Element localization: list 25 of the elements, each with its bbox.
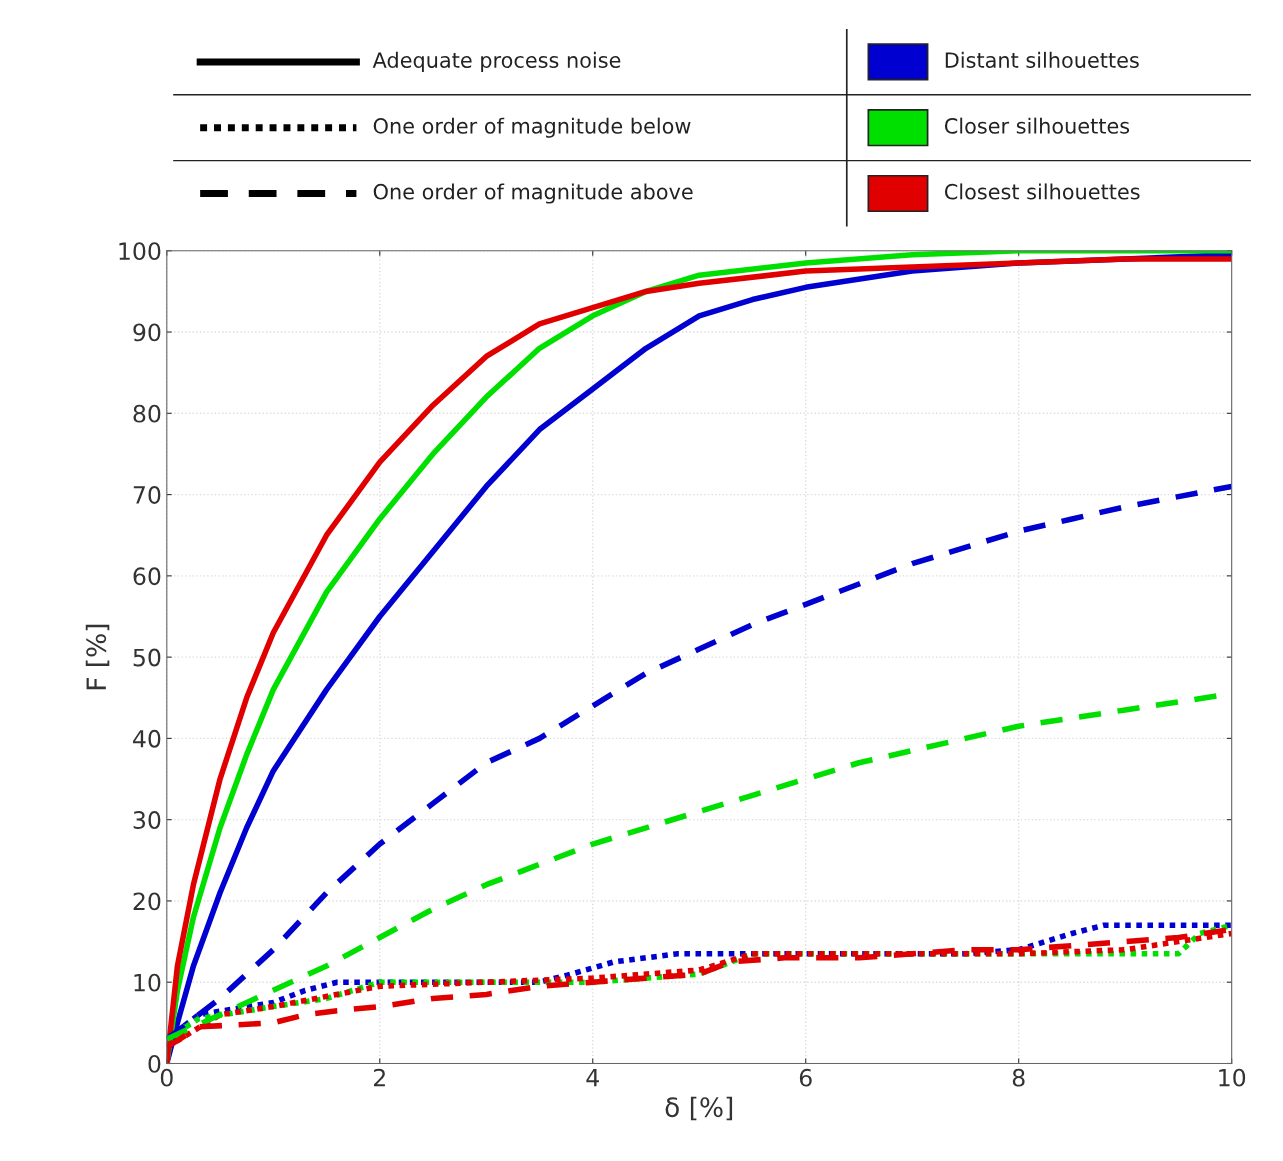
text: Adequate process noise [372,51,621,72]
y-tick-label: 90 [133,323,161,342]
y-tick-label: 50 [133,648,161,667]
y-tick-label: 70 [133,486,161,504]
text: Closer silhouettes [944,117,1130,134]
text: Distant silhouettes [945,51,1139,68]
x-tick-label: 10 [1219,1068,1246,1087]
text: One order of magnitude above [373,183,693,204]
x-tick-label: 8 [1012,1068,1025,1087]
y-tick-label: 30 [133,811,161,829]
x-axis-title: δ [%] [665,1096,733,1121]
y-tick-label: 0 [148,1054,161,1073]
y-tick-label: 40 [133,729,161,748]
x-tick-label: 0 [160,1068,173,1087]
y-tick-label: 10 [134,973,161,992]
y-tick-label: 80 [133,404,161,423]
y-tick-label: 100 [119,242,161,261]
text: Closest silhouettes [944,183,1140,200]
y-tick-label: 60 [133,567,161,586]
x-tick-label: 4 [586,1069,599,1087]
y-tick-label: 20 [133,892,161,911]
x-tick-label: 6 [799,1068,812,1087]
y-axis-title: F [%] [85,624,110,690]
x-tick-label: 2 [373,1068,385,1087]
text: One order of magnitude below [373,117,691,138]
